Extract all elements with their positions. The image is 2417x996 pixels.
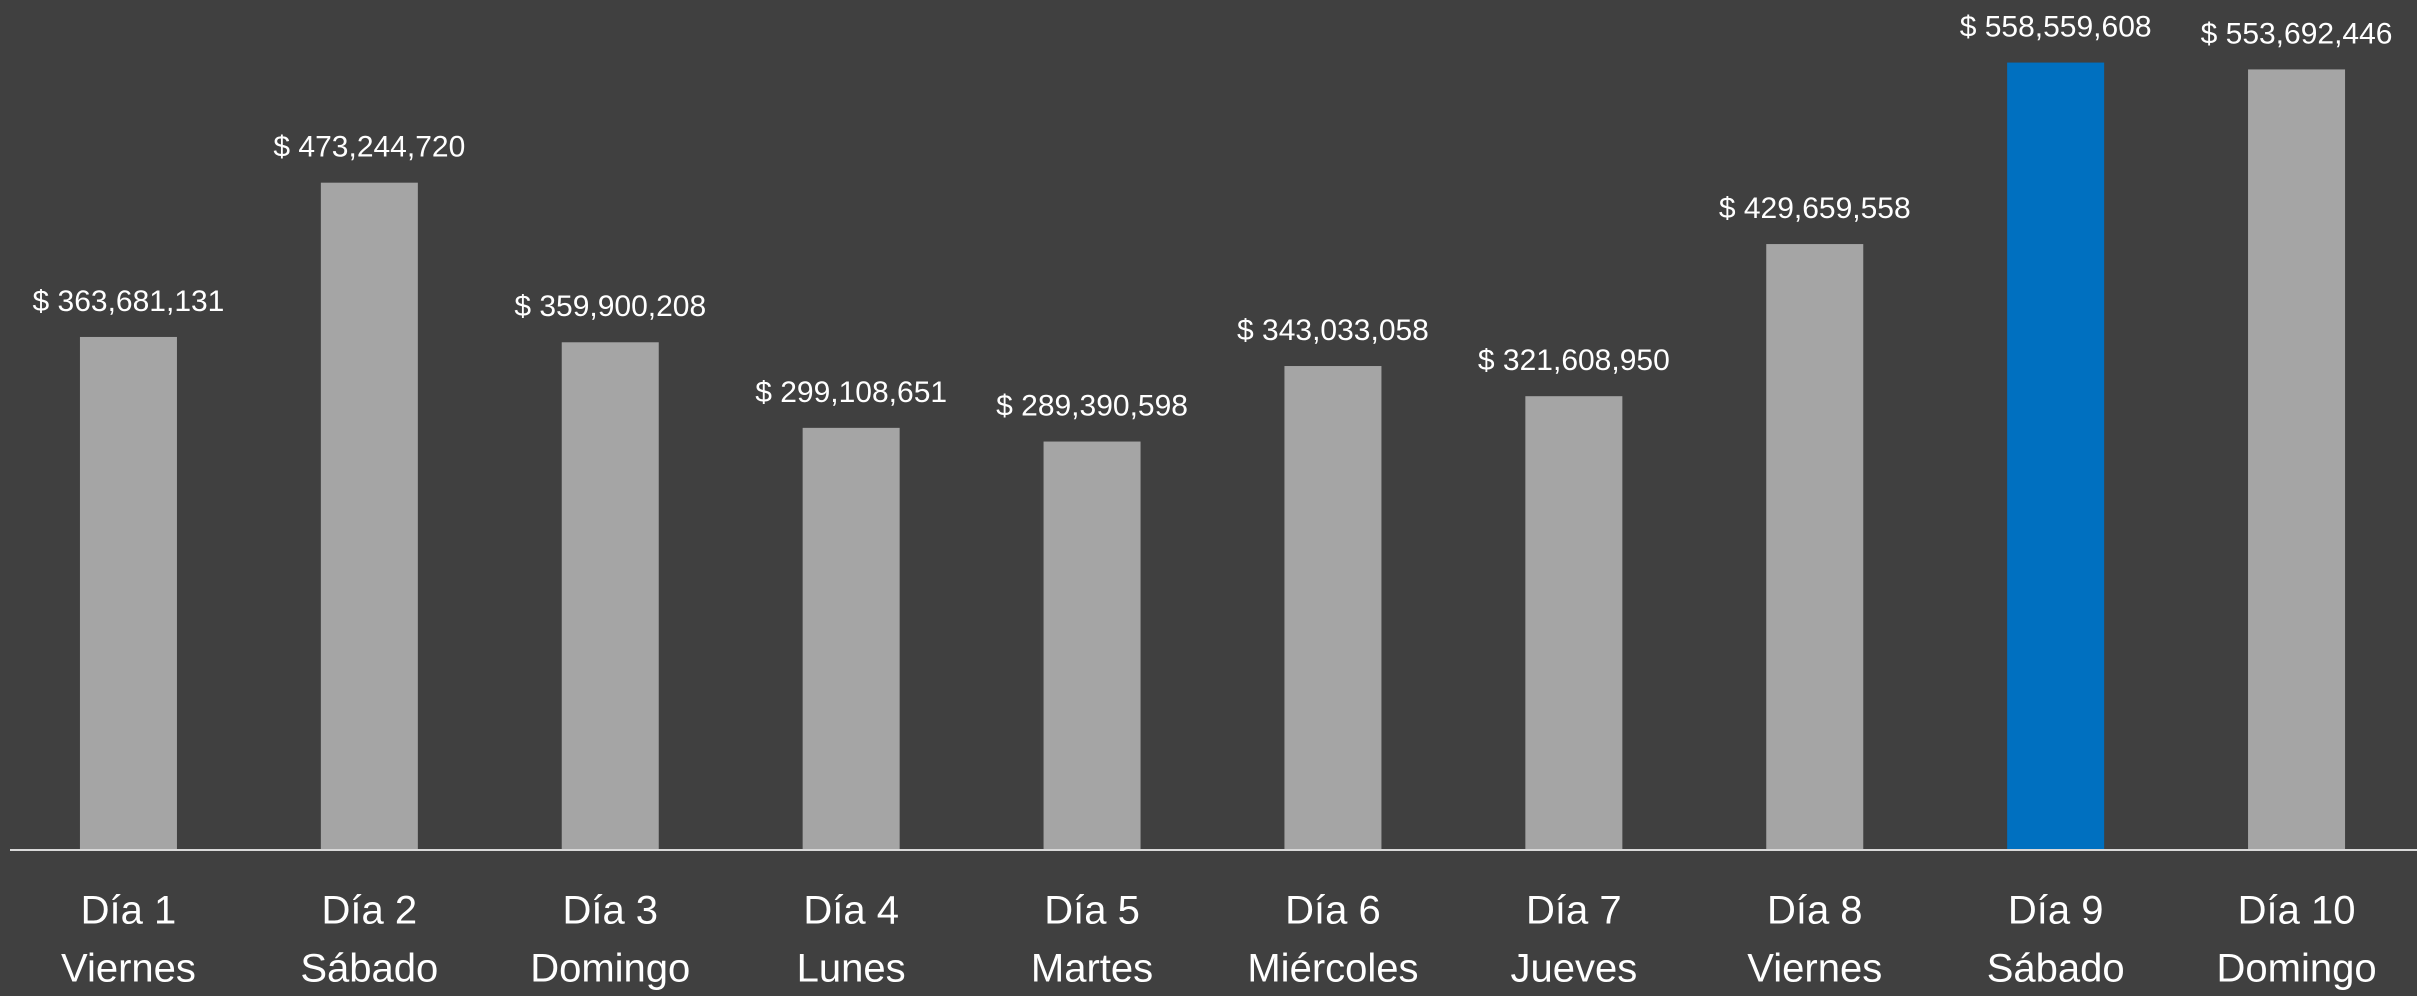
bar <box>1766 244 1864 849</box>
bar <box>2248 69 2346 849</box>
value-label: $ 363,681,131 <box>33 285 225 318</box>
x-tick-label: Sábado <box>300 947 438 991</box>
bar <box>320 182 418 849</box>
value-label: $ 299,108,651 <box>755 376 947 409</box>
value-label: $ 553,692,446 <box>2201 17 2393 50</box>
x-tick-label: Martes <box>1031 947 1153 991</box>
x-tick-label: Sábado <box>1987 947 2125 991</box>
bar <box>1525 396 1623 849</box>
x-tick-label: Lunes <box>797 947 906 991</box>
x-tick-label: Día 4 <box>803 889 899 933</box>
x-tick-label: Miércoles <box>1247 947 1418 991</box>
x-tick-label: Día 3 <box>562 889 658 933</box>
bar <box>561 342 659 849</box>
x-tick-label: Día 5 <box>1044 889 1140 933</box>
bar <box>1284 366 1382 849</box>
value-label: $ 473,244,720 <box>273 131 465 164</box>
x-tick-label: Día 1 <box>81 889 177 933</box>
value-label: $ 343,033,058 <box>1237 314 1429 347</box>
x-tick-label: Viernes <box>61 947 196 991</box>
x-tick-label: Día 10 <box>2238 889 2356 933</box>
x-tick-label: Domingo <box>530 947 690 991</box>
value-label: $ 429,659,558 <box>1719 192 1911 225</box>
value-label: $ 289,390,598 <box>996 389 1188 422</box>
x-tick-label: Viernes <box>1747 947 1882 991</box>
x-tick-label: Día 9 <box>2008 889 2104 933</box>
value-label: $ 359,900,208 <box>514 290 706 323</box>
value-label: $ 558,559,608 <box>1960 10 2152 43</box>
bar <box>802 427 900 849</box>
x-tick-label: Día 6 <box>1285 889 1381 933</box>
bar <box>1043 441 1141 849</box>
x-tick-label: Día 8 <box>1767 889 1863 933</box>
value-label: $ 321,608,950 <box>1478 344 1670 377</box>
x-tick-label: Día 7 <box>1526 889 1622 933</box>
x-tick-label: Domingo <box>2217 947 2377 991</box>
bar <box>2007 62 2105 849</box>
bar <box>79 336 177 850</box>
x-tick-label: Día 2 <box>322 889 418 933</box>
x-tick-label: Jueves <box>1510 947 1637 991</box>
